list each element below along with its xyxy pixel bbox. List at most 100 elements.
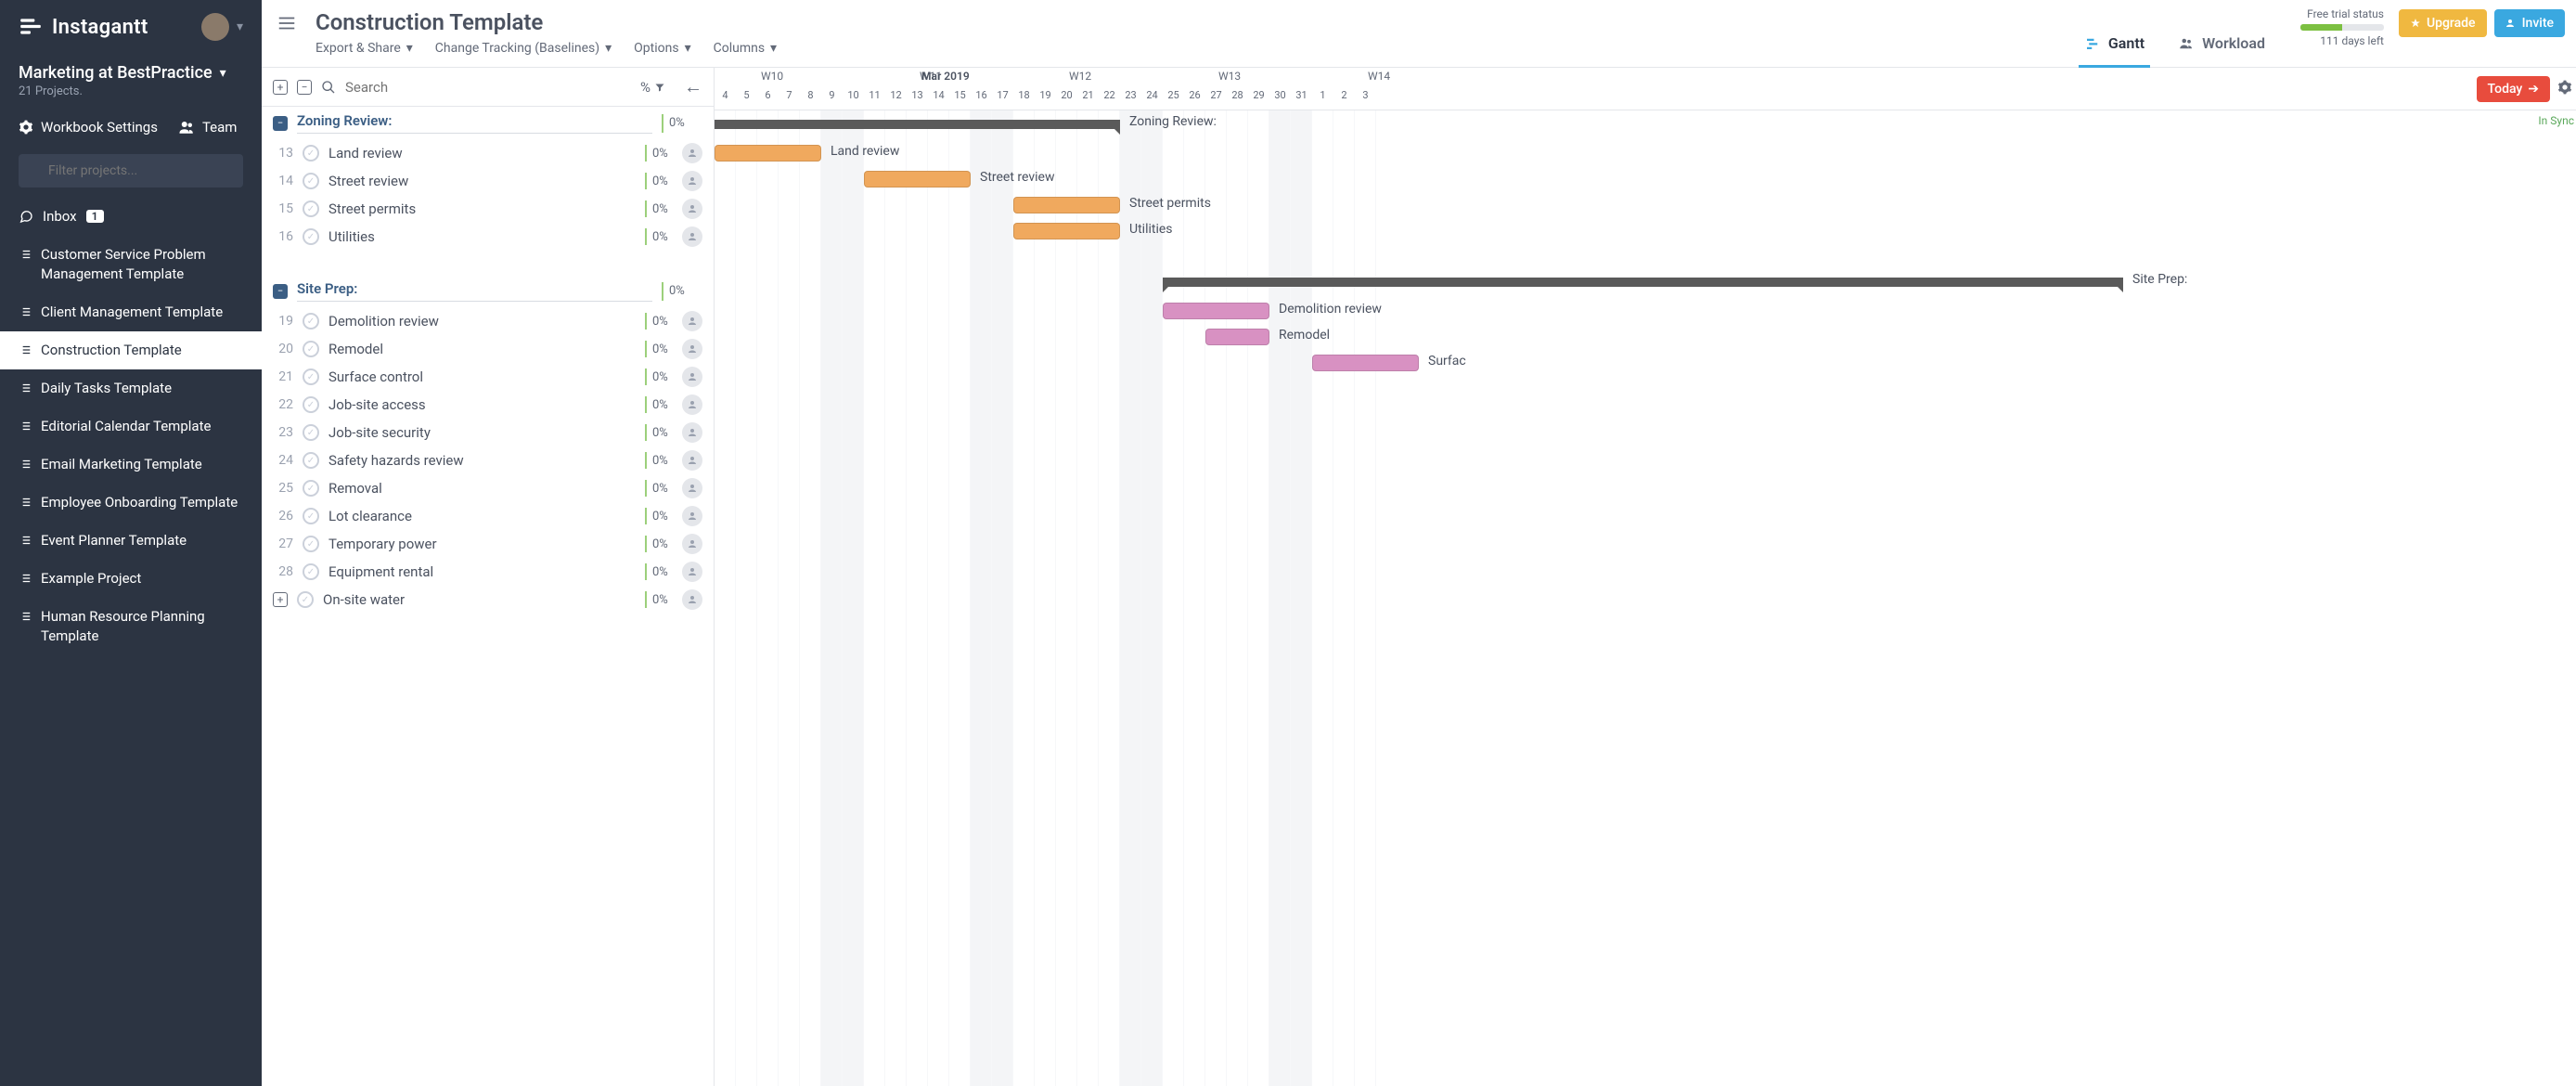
group-percent: 0% [662,114,702,133]
task-row[interactable]: 15Street permits0% [262,195,714,223]
invite-button[interactable]: Invite [2494,9,2565,37]
task-row[interactable]: 27Temporary power0% [262,530,714,558]
assignee-avatar[interactable] [682,589,702,610]
sidebar-project-item[interactable]: Human Resource Planning Template [0,598,262,655]
tab-gantt[interactable]: Gantt [2079,25,2150,68]
back-arrow[interactable]: ← [684,75,702,98]
sidebar-project-item[interactable]: Event Planner Template [0,522,262,560]
hamburger-icon[interactable] [273,6,301,45]
gantt-bar[interactable] [1312,355,1419,371]
group-header[interactable]: −Site Prep:0% [262,275,714,307]
task-row[interactable]: 23Job-site security0% [262,419,714,446]
check-circle-icon[interactable] [303,145,319,162]
gantt-bar[interactable] [715,145,821,162]
team[interactable]: Team [178,119,238,136]
task-row[interactable]: 28Equipment rental0% [262,558,714,586]
gantt-bracket[interactable] [715,120,1120,129]
assignee-avatar[interactable] [682,534,702,554]
gantt-bar[interactable] [1013,197,1120,213]
sidebar-project-item[interactable]: Editorial Calendar Template [0,407,262,446]
percent-filter[interactable]: % [640,79,665,96]
task-row[interactable]: 14Street review0% [262,167,714,195]
today-button[interactable]: Today ➔ [2477,76,2550,102]
check-circle-icon[interactable] [303,563,319,580]
gantt-bar[interactable] [1163,303,1269,319]
sidebar-project-item[interactable]: Client Management Template [0,293,262,331]
assignee-avatar[interactable] [682,562,702,582]
menu-item[interactable]: Columns▾ [714,41,777,67]
check-circle-icon[interactable] [303,200,319,217]
check-circle-icon[interactable] [303,452,319,469]
workbook-settings[interactable]: Workbook Settings [19,119,158,136]
check-circle-icon[interactable] [303,536,319,552]
assignee-avatar[interactable] [682,199,702,219]
check-circle-icon[interactable] [303,173,319,189]
group-toggle[interactable]: − [273,284,288,299]
filter-projects-input[interactable] [19,154,243,187]
assignee-avatar[interactable] [682,143,702,163]
trial-days-left: 111 days left [2300,34,2384,47]
assignee-avatar[interactable] [682,450,702,471]
day-label: 2 [1333,85,1355,110]
menu-item[interactable]: Export & Share▾ [316,41,413,67]
assignee-avatar[interactable] [682,339,702,359]
group-toggle[interactable]: − [273,116,288,131]
task-row[interactable]: 21Surface control0% [262,363,714,391]
check-circle-icon[interactable] [297,591,314,608]
assignee-avatar[interactable] [682,367,702,387]
gantt-bar[interactable] [864,171,971,187]
expand-all-button[interactable]: + [273,80,288,95]
gantt-bracket[interactable] [1163,278,2123,287]
assignee-avatar[interactable] [682,226,702,247]
tab-workload[interactable]: Workload [2172,25,2271,68]
assignee-avatar[interactable] [682,478,702,498]
assignee-avatar[interactable] [682,422,702,443]
check-circle-icon[interactable] [303,396,319,413]
task-row[interactable]: 13Land review0% [262,139,714,167]
check-circle-icon[interactable] [303,313,319,330]
gantt-settings-icon[interactable] [2557,80,2572,98]
task-row[interactable]: 25Removal0% [262,474,714,502]
assignee-avatar[interactable] [682,394,702,415]
avatar[interactable] [201,13,229,41]
logo[interactable]: Instagantt [19,15,201,39]
check-circle-icon[interactable] [303,341,319,357]
assignee-avatar[interactable] [682,171,702,191]
check-circle-icon[interactable] [303,508,319,524]
check-circle-icon[interactable] [303,368,319,385]
sidebar-project-item[interactable]: Employee Onboarding Template [0,484,262,522]
search-input[interactable] [345,79,631,96]
assignee-avatar[interactable] [682,506,702,526]
workspace-selector[interactable]: Marketing at BestPractice ▾ [0,54,262,84]
task-name: Job-site access [328,396,636,413]
sidebar-project-item[interactable]: Daily Tasks Template [0,369,262,407]
upgrade-button[interactable]: Upgrade [2399,9,2487,37]
task-row[interactable]: 20Remodel0% [262,335,714,363]
task-expand[interactable]: + [273,592,288,607]
task-row[interactable]: 22Job-site access0% [262,391,714,419]
sidebar-project-item[interactable]: Customer Service Problem Management Temp… [0,236,262,293]
gantt-body[interactable]: Zoning Review:In SyncLand reviewStreet r… [715,110,2576,1086]
task-row[interactable]: 16Utilities0% [262,223,714,251]
assignee-avatar[interactable] [682,311,702,331]
check-circle-icon[interactable] [303,424,319,441]
inbox[interactable]: Inbox 1 [0,197,262,236]
check-circle-icon[interactable] [303,480,319,497]
page-title: Construction Template [316,9,777,35]
group-header[interactable]: −Zoning Review:0% [262,107,714,139]
gantt-bar[interactable] [1205,329,1269,345]
collapse-all-button[interactable]: − [297,80,312,95]
task-row[interactable]: +On-site water0% [262,586,714,614]
menu-item[interactable]: Options▾ [634,41,690,67]
task-row[interactable]: 19Demolition review0% [262,307,714,335]
menu-item[interactable]: Change Tracking (Baselines)▾ [435,41,612,67]
row-number: 16 [273,229,293,244]
sidebar-project-item[interactable]: Email Marketing Template [0,446,262,484]
chevron-down-icon[interactable]: ▾ [237,19,243,34]
task-row[interactable]: 26Lot clearance0% [262,502,714,530]
check-circle-icon[interactable] [303,228,319,245]
sidebar-project-item[interactable]: Construction Template [0,331,262,369]
sidebar-project-item[interactable]: Example Project [0,560,262,598]
gantt-bar[interactable] [1013,223,1120,239]
task-row[interactable]: 24Safety hazards review0% [262,446,714,474]
